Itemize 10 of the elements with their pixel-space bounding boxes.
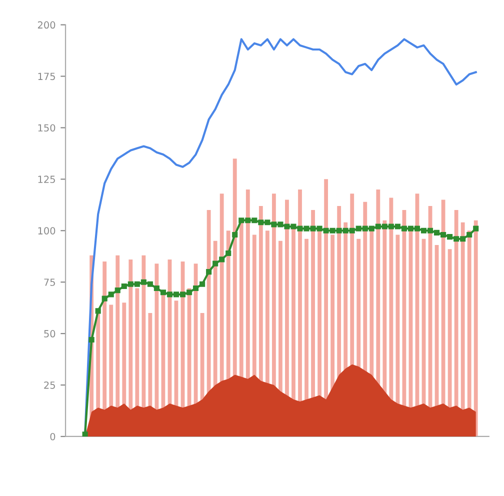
y-tick-label: 75 — [44, 278, 55, 286]
y-tick-label: 200 — [38, 21, 56, 29]
y-tick-label: 25 — [44, 382, 55, 389]
y-tick-label: 50 — [44, 330, 56, 338]
y-tick-label: 125 — [38, 176, 55, 184]
y-tick-label: 175 — [38, 72, 55, 80]
bar — [474, 220, 478, 436]
y-tick-label: 150 — [38, 124, 56, 132]
y-tick-label: 0 — [50, 432, 56, 440]
y-tick-label: 100 — [38, 227, 56, 234]
